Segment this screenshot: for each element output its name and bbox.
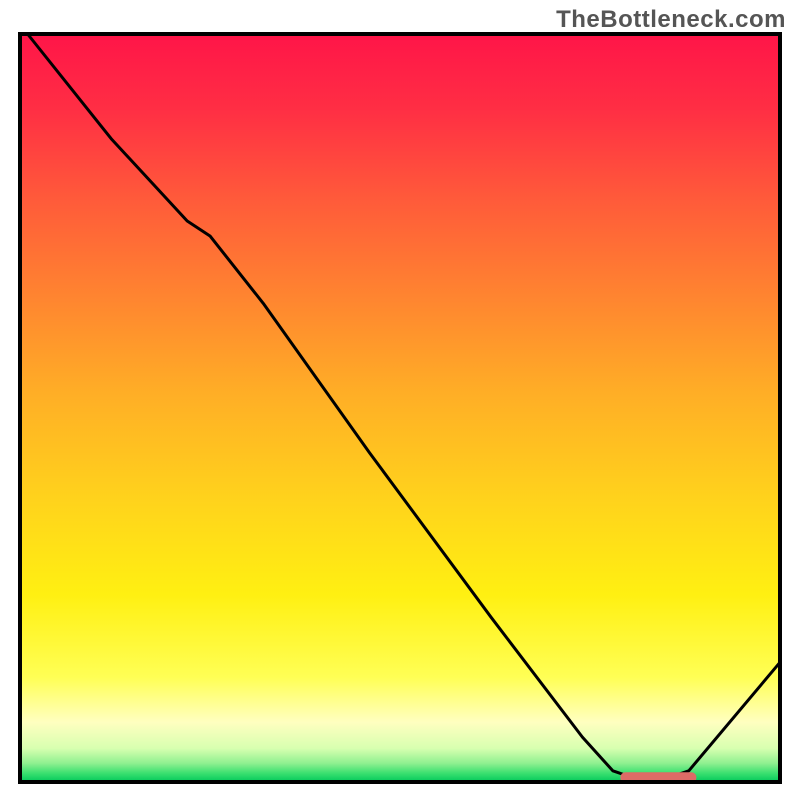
- chart-container: TheBottleneck.com: [0, 0, 800, 800]
- plot-frame: [18, 32, 782, 784]
- plot-background: [20, 34, 780, 782]
- plot-svg: [18, 32, 782, 784]
- watermark-text: TheBottleneck.com: [556, 6, 786, 34]
